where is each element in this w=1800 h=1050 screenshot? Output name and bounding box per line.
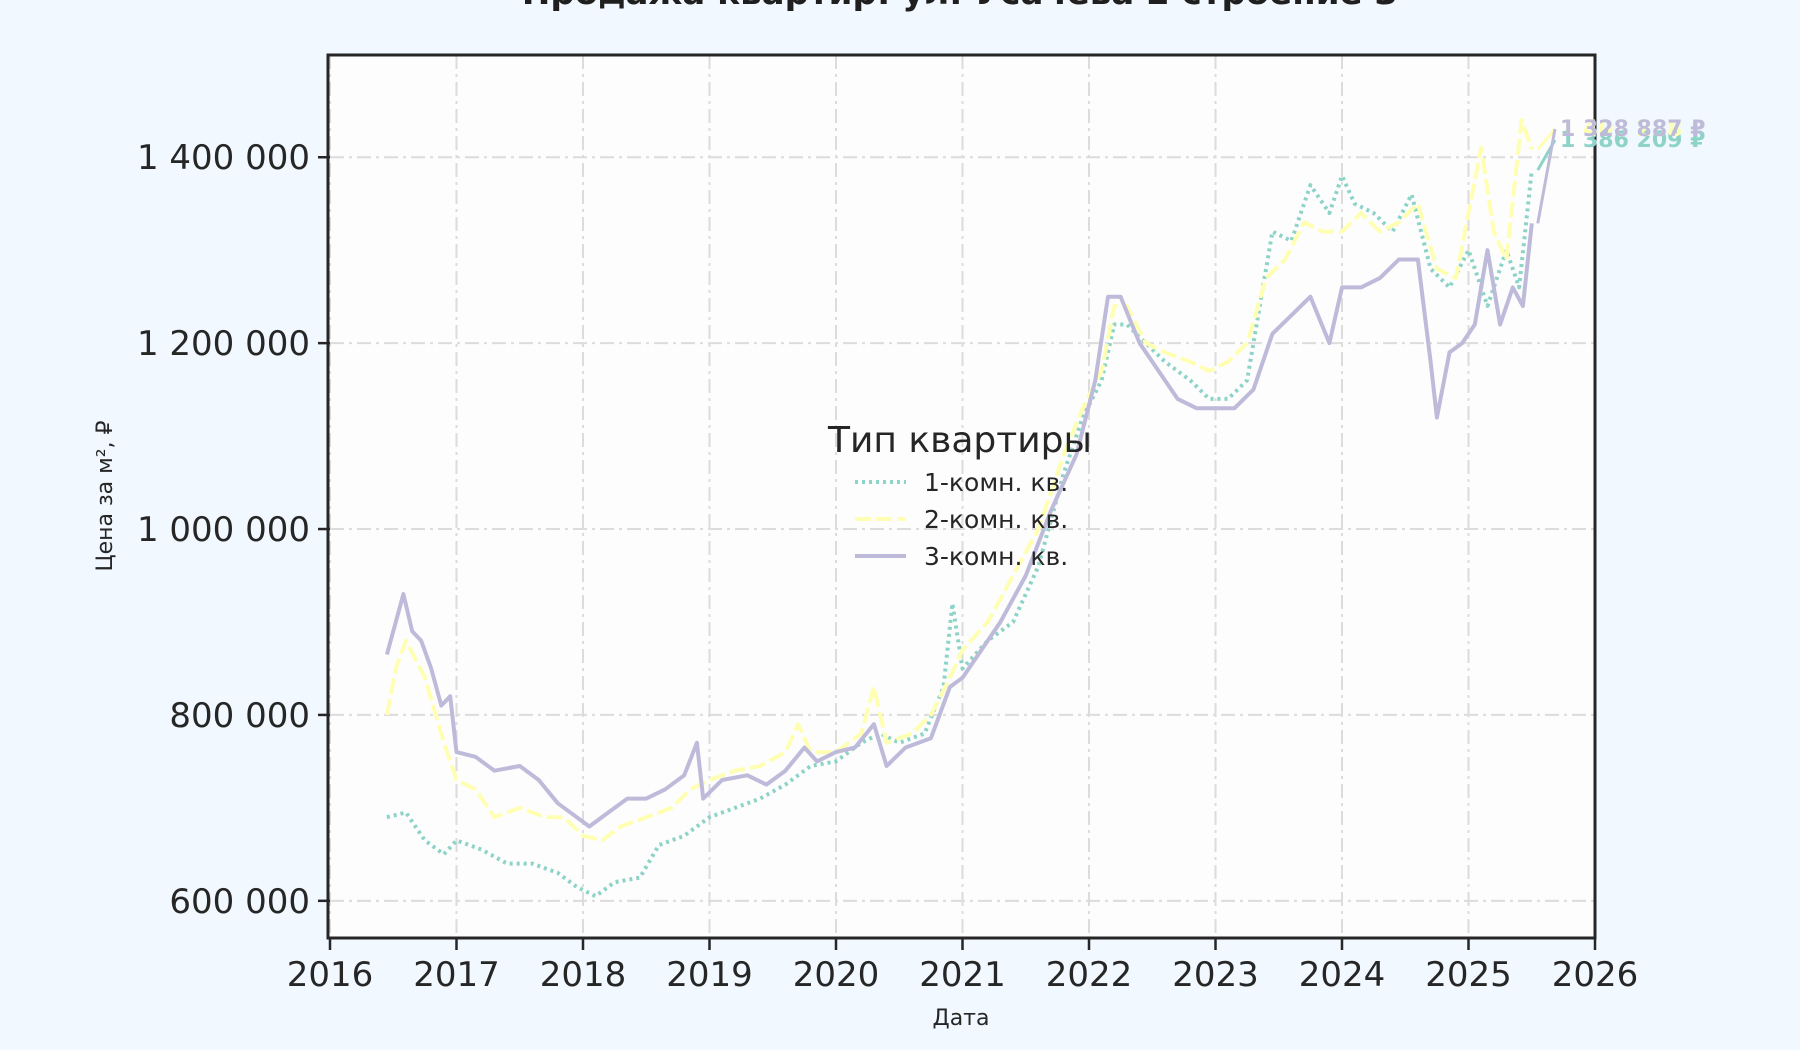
chart-title: Продажа квартир: ул. Усачева 2 строение …: [522, 0, 1398, 13]
end-value-label: 1 328 887 ₽: [1560, 117, 1705, 142]
x-tick-label: 2025: [1425, 955, 1512, 995]
y-tick-label: 1 200 000: [137, 324, 310, 364]
series-line-3-room: [384, 223, 1534, 829]
end-value-label: 1 386 209 ₽: [1560, 128, 1705, 153]
series-line-1-room: [386, 169, 1534, 899]
y-tick-label: 600 000: [169, 882, 310, 922]
x-tick-label: 2023: [1172, 955, 1259, 995]
end-label-arrow: [1536, 128, 1557, 151]
series-lines: [384, 118, 1534, 899]
x-tick-label: 2026: [1552, 955, 1639, 995]
axis-ticks: 2016 2017 2018 2019 2020 2021 2022 2023 2024 2025…: [137, 138, 1638, 995]
x-axis-label: Дата: [933, 1006, 990, 1031]
y-tick-label: 800 000: [169, 696, 310, 736]
end-label-arrow: [1536, 128, 1557, 224]
end-value-label: 1 408 288 ₽: [1560, 117, 1705, 142]
y-tick-label: 1 400 000: [137, 138, 310, 178]
x-tick-label: 2019: [666, 955, 753, 995]
legend-label: 2-комн. кв.: [924, 505, 1068, 534]
x-tick-label: 2016: [287, 955, 374, 995]
end-labels: 1 386 209 ₽1 408 288 ₽1 328 887 ₽: [1536, 117, 1705, 224]
legend-entries: 1-комн. кв. 2-комн. кв. 3-комн. кв.: [855, 468, 1068, 571]
x-tick-label: 2017: [413, 955, 500, 995]
legend-title: Тип квартиры: [827, 420, 1092, 461]
x-tick-label: 2022: [1046, 955, 1133, 995]
x-tick-label: 2024: [1299, 955, 1386, 995]
x-tick-label: 2018: [540, 955, 627, 995]
y-axis-label: Цена за м², ₽: [93, 420, 118, 571]
y-tick-label: 1 000 000: [137, 510, 310, 550]
legend-label: 3-комн. кв.: [924, 542, 1068, 571]
x-tick-label: 2020: [793, 955, 880, 995]
legend: Тип квартиры 1-комн. кв. 2-комн. кв. 3-ком…: [827, 420, 1092, 571]
series-line-2-room: [384, 118, 1534, 843]
legend-label: 1-комн. кв.: [924, 468, 1068, 497]
x-tick-label: 2021: [919, 955, 1006, 995]
